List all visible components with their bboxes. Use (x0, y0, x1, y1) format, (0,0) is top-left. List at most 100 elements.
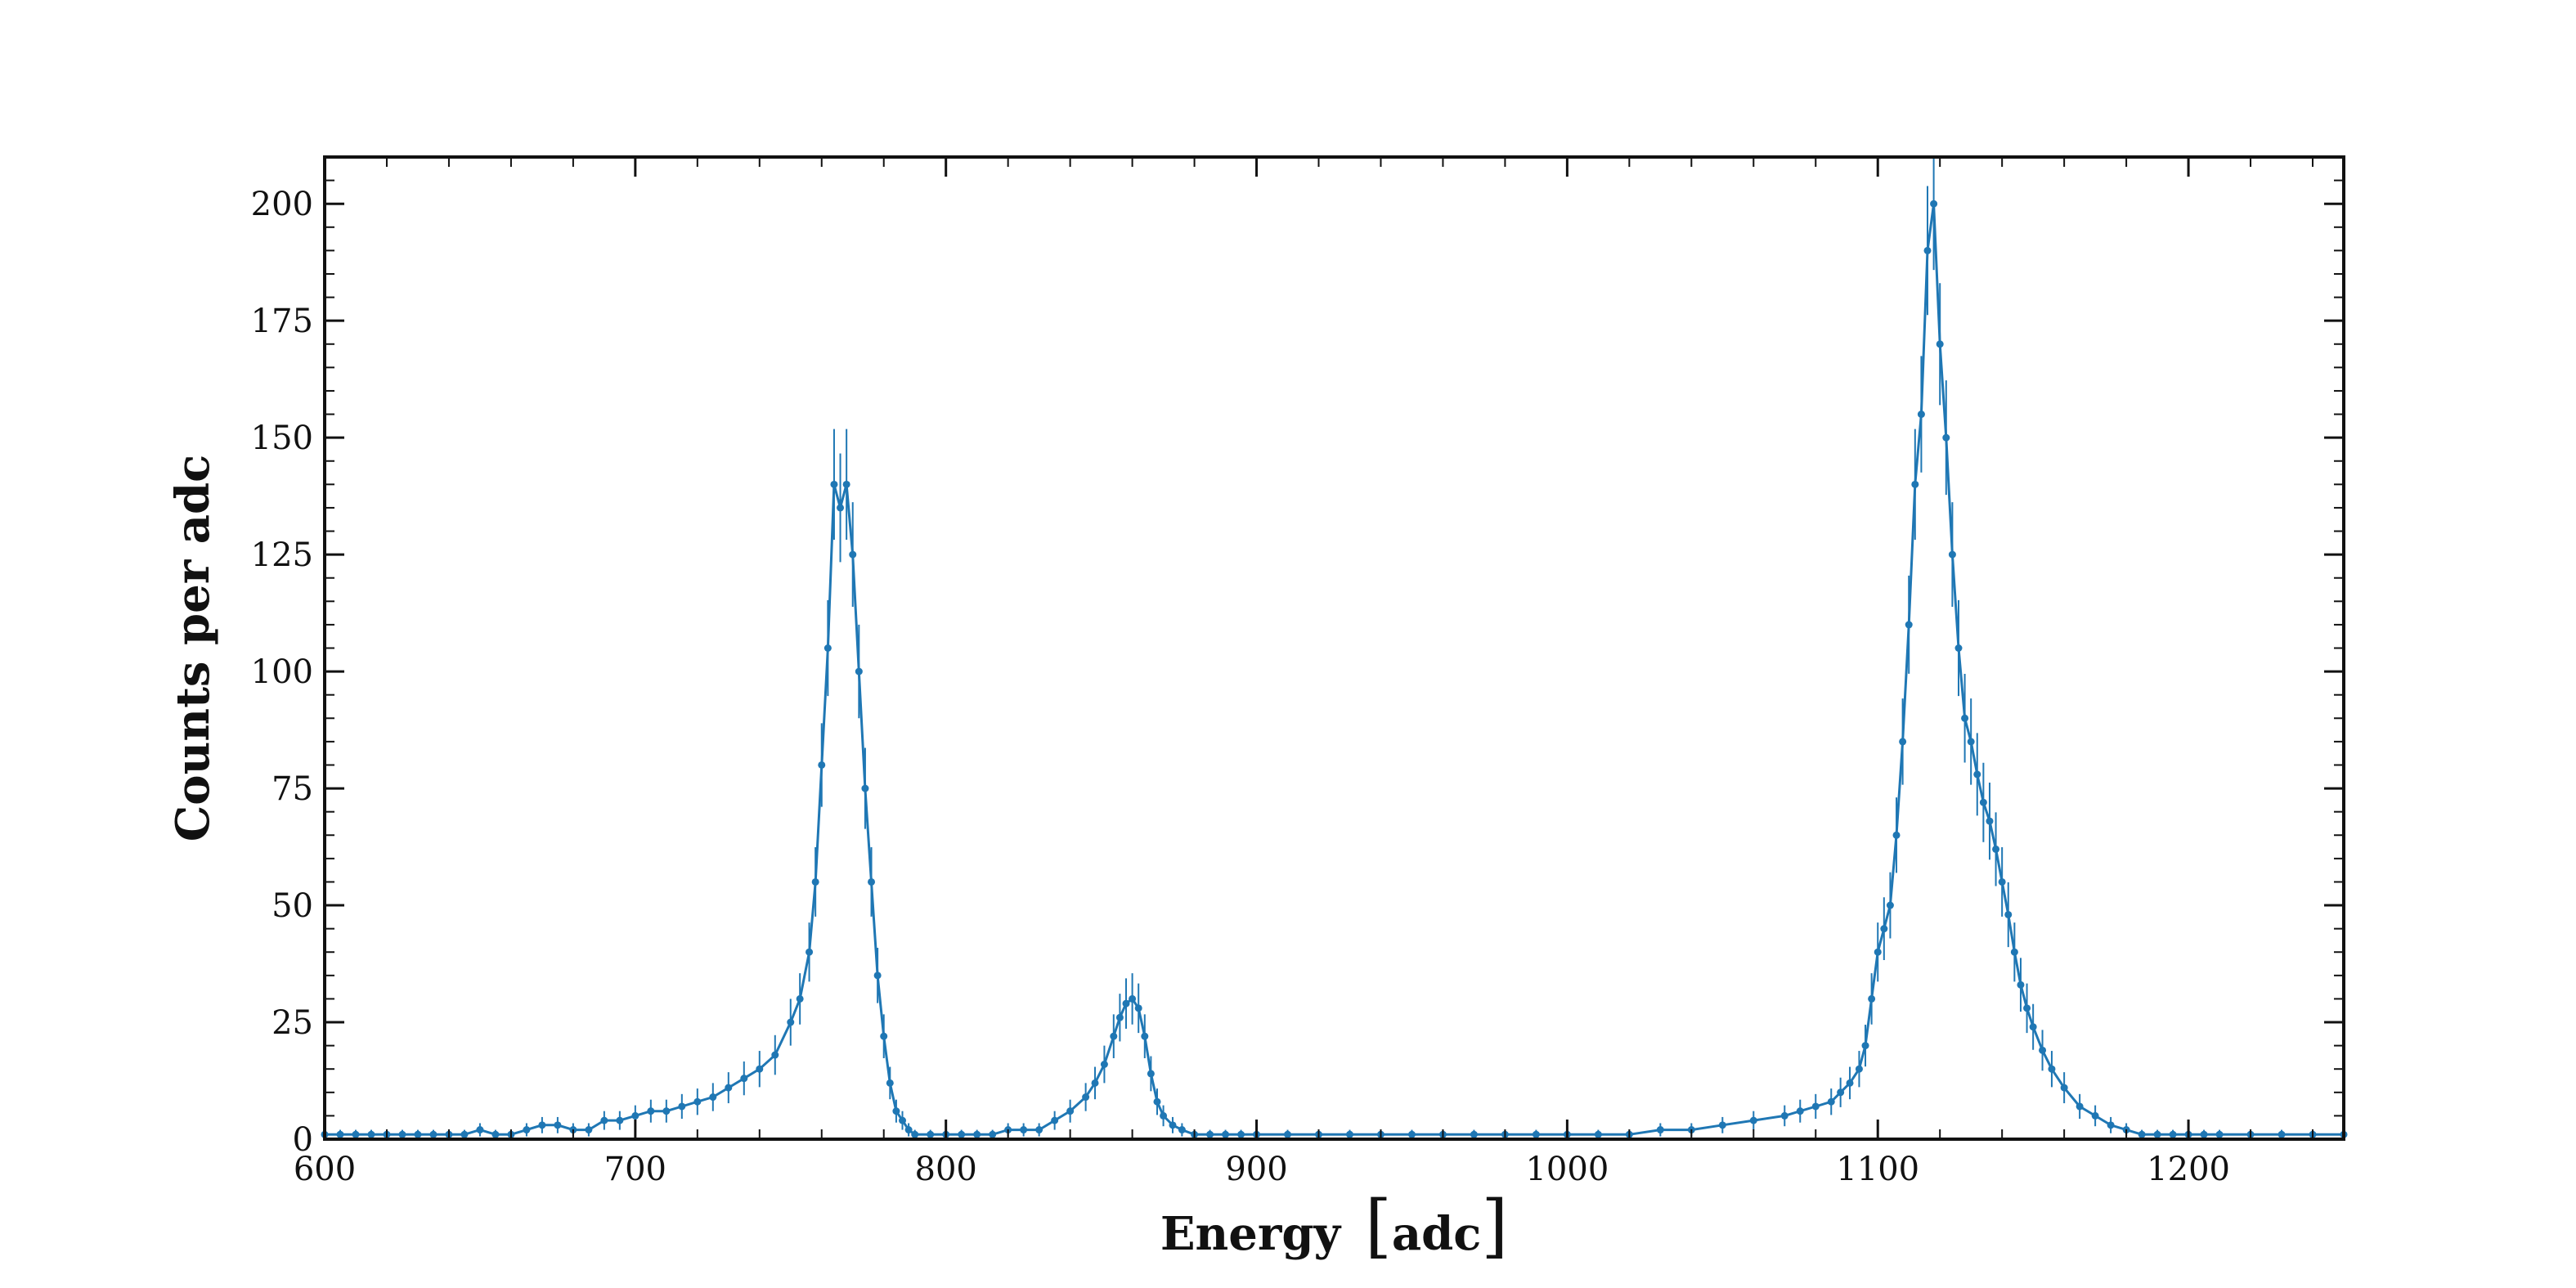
data-point (693, 1097, 702, 1106)
data-point (1470, 1130, 1478, 1138)
data-point (989, 1130, 997, 1138)
data-point (709, 1093, 717, 1102)
data-point (830, 480, 838, 488)
data-point (1749, 1116, 1757, 1124)
y-tick-label: 125 (251, 536, 313, 574)
data-point (678, 1102, 686, 1111)
x-tick-label: 700 (604, 1151, 666, 1188)
data-point (1868, 994, 1876, 1003)
data-point (538, 1121, 546, 1129)
data-point (1110, 1032, 1118, 1040)
data-point (2060, 1084, 2068, 1092)
data-point (958, 1130, 966, 1138)
data-point (1967, 738, 1975, 746)
data-point (756, 1065, 764, 1073)
x-tick-label: 800 (915, 1151, 977, 1188)
data-point (2048, 1065, 2056, 1073)
data-point (662, 1107, 671, 1115)
data-point (2029, 1023, 2037, 1031)
data-point (1147, 1070, 1155, 1078)
data-point (460, 1130, 469, 1138)
y-axis-label: Counts per adc (166, 455, 220, 842)
data-point (429, 1130, 438, 1138)
data-point (1091, 1079, 1099, 1087)
data-point (892, 1107, 900, 1115)
data-point (352, 1130, 360, 1138)
data-point (740, 1075, 748, 1083)
data-point (868, 877, 876, 886)
data-point (973, 1130, 981, 1138)
data-point (2200, 1130, 2208, 1138)
data-point (1718, 1121, 1726, 1129)
data-point (796, 994, 804, 1003)
y-tick-label: 175 (251, 303, 313, 340)
data-point (585, 1126, 593, 1134)
data-point (1020, 1126, 1028, 1134)
data-point (1954, 644, 1963, 652)
data-point (1861, 1042, 1869, 1050)
data-point (1899, 738, 1907, 746)
data-point (1100, 1060, 1108, 1068)
data-point (1917, 411, 1925, 419)
data-point (1532, 1130, 1540, 1138)
x-axis-label-name: Energy (1160, 1207, 1342, 1261)
data-point (1892, 831, 1901, 839)
data-point (367, 1130, 375, 1138)
data-point (1961, 714, 1969, 722)
data-point (1942, 433, 1950, 442)
data-point (2138, 1130, 2146, 1138)
data-point (811, 877, 819, 886)
x-tick-label: 900 (1225, 1151, 1287, 1188)
data-point (1936, 340, 1944, 348)
data-point (398, 1130, 406, 1138)
data-point (2039, 1046, 2047, 1054)
data-point (1874, 948, 1882, 956)
data-point (1222, 1130, 1230, 1138)
data-point (1986, 817, 1994, 825)
data-point (2169, 1130, 2177, 1138)
data-point (1923, 246, 1932, 254)
data-point (336, 1130, 344, 1138)
data-point (1979, 798, 1987, 806)
data-point (1206, 1130, 1214, 1138)
data-point (1827, 1097, 1835, 1106)
data-point (1051, 1116, 1059, 1124)
data-point (414, 1130, 422, 1138)
data-point (1880, 925, 1888, 933)
data-point (2278, 1130, 2286, 1138)
data-point (1129, 994, 1137, 1003)
y-tick-label: 50 (272, 887, 313, 925)
data-point (873, 972, 882, 980)
data-point (2010, 948, 2018, 956)
x-tick-label: 1100 (1836, 1151, 1919, 1188)
x-tick-label: 600 (294, 1151, 356, 1188)
data-point (849, 550, 857, 559)
data-point (523, 1126, 531, 1134)
axis-ticks: 600 700 800 900 1000 1100 1200 0 25 50 75 100 125 150… (251, 156, 2344, 1188)
data-point (1169, 1121, 1177, 1129)
data-point (911, 1130, 919, 1138)
data-point (886, 1079, 894, 1087)
data-point (2215, 1130, 2224, 1138)
y-tick-label: 100 (251, 653, 313, 691)
data-point (1122, 999, 1130, 1008)
data-point (787, 1018, 795, 1026)
data-point (2107, 1121, 2115, 1129)
data-point (1160, 1111, 1168, 1120)
data-point (927, 1130, 935, 1138)
data-point (1407, 1130, 1416, 1138)
y-tick-label: 25 (272, 1004, 313, 1042)
data-point (2076, 1102, 2084, 1111)
x-axis-label-unit: adc (1392, 1207, 1482, 1261)
data-point (554, 1121, 562, 1129)
data-point (1656, 1126, 1664, 1134)
data-point (861, 784, 869, 792)
data-point (2091, 1111, 2099, 1120)
data-point (1846, 1079, 1854, 1087)
data-point (1973, 770, 1981, 779)
data-point (1345, 1130, 1353, 1138)
data-point (1082, 1093, 1090, 1102)
data-point (1948, 550, 1956, 559)
